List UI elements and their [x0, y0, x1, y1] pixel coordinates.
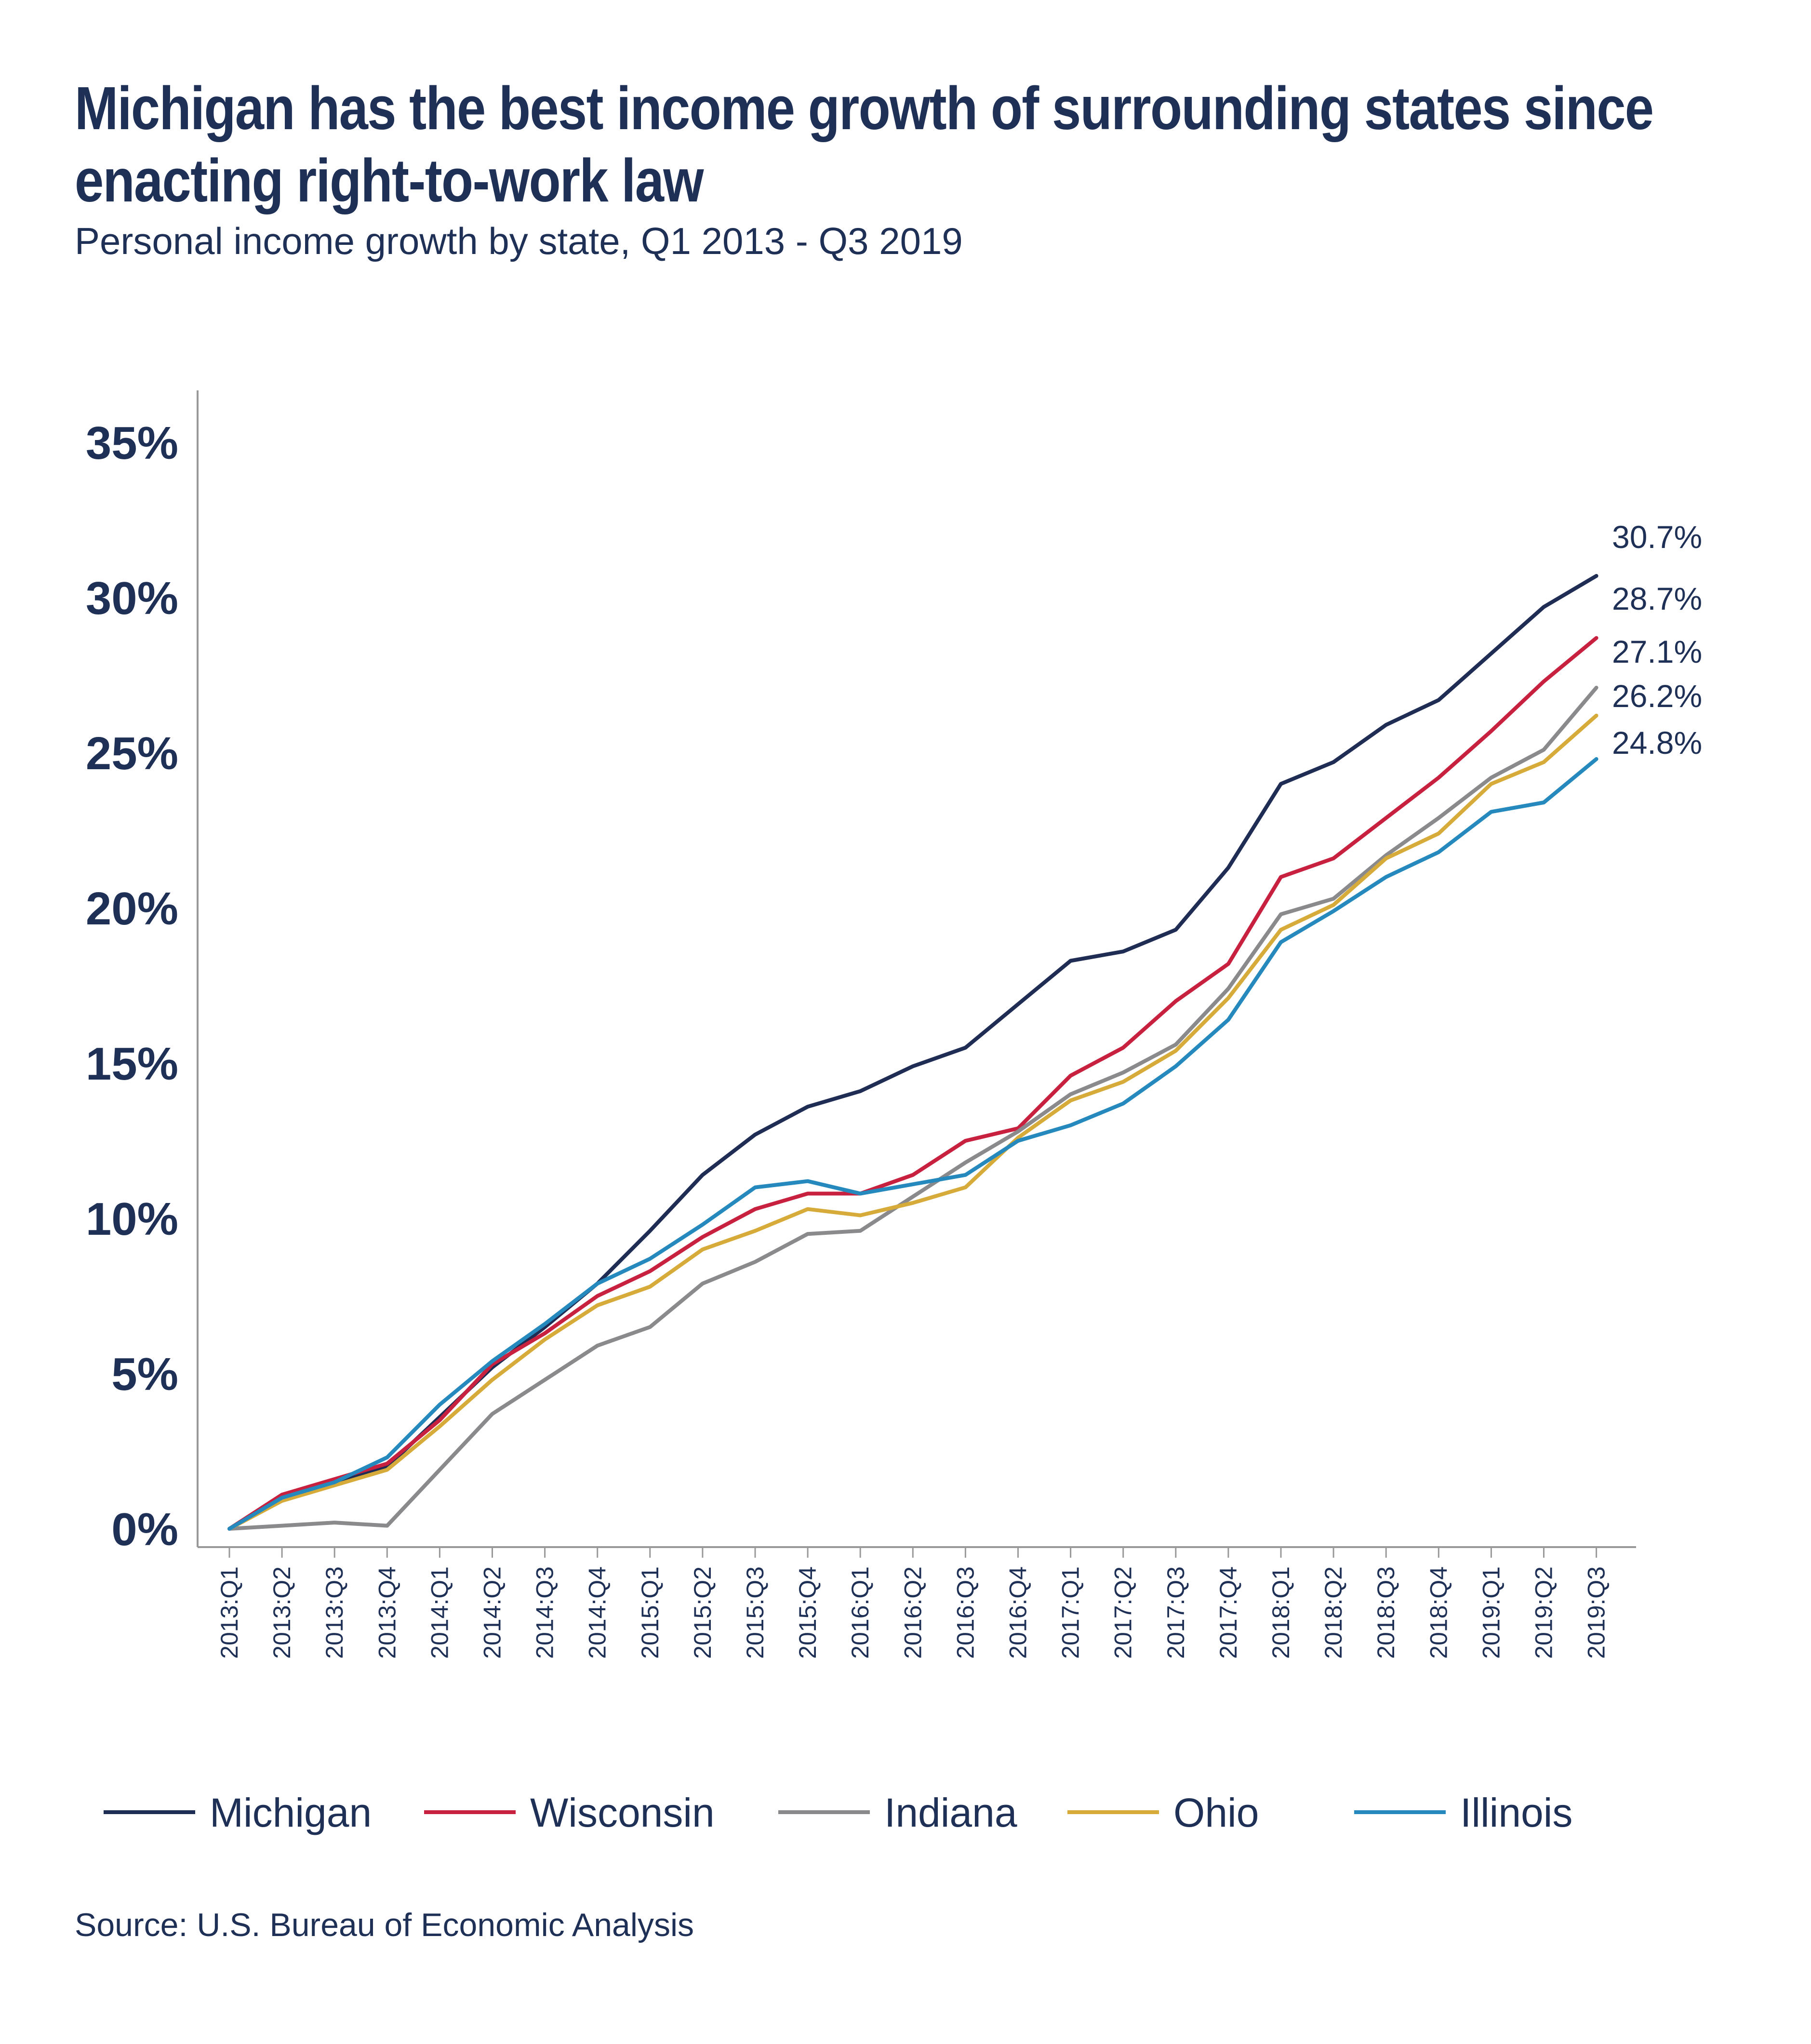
x-tick-label: 2018:Q4: [1425, 1566, 1452, 1659]
y-tick-label: 35%: [86, 417, 178, 469]
x-tick-label: 2017:Q2: [1110, 1566, 1137, 1659]
y-tick-label: 30%: [86, 573, 178, 624]
x-tick-label: 2014:Q4: [584, 1566, 611, 1659]
end-value-label-wisconsin: 28.7%: [1612, 581, 1702, 616]
series-line-illinois: [227, 757, 1598, 1531]
x-tick-label: 2018:Q2: [1320, 1566, 1347, 1659]
x-tick-label: 2014:Q2: [479, 1566, 506, 1659]
y-axis-ticks: 0% 5% 10% 15% 20% 25% 30% 35%: [86, 417, 178, 1555]
series-line-ohio: [227, 713, 1598, 1531]
series-line-wisconsin: [227, 636, 1598, 1531]
x-tick-label: 2017:Q1: [1057, 1566, 1084, 1659]
chart-series: [227, 574, 1598, 1531]
legend-label-illinois: Illinois: [1460, 1790, 1572, 1835]
end-value-label-indiana: 27.1%: [1612, 634, 1702, 669]
series-line-indiana: [227, 685, 1598, 1531]
x-tick-label: 2016:Q3: [952, 1566, 979, 1659]
y-tick-label: 0%: [111, 1504, 178, 1555]
x-tick-label: 2013:Q4: [373, 1566, 400, 1659]
x-tick-label: 2019:Q2: [1531, 1566, 1558, 1659]
end-value-label-ohio: 26.2%: [1612, 678, 1702, 714]
y-tick-label: 15%: [86, 1038, 178, 1090]
x-tick-label: 2015:Q3: [742, 1566, 769, 1659]
end-value-label-michigan: 30.7%: [1612, 519, 1702, 555]
source-note: Source: U.S. Bureau of Economic Analysis: [75, 1907, 694, 1943]
legend-label-indiana: Indiana: [884, 1790, 1017, 1835]
y-tick-label: 10%: [86, 1193, 178, 1245]
x-tick-label: 2019:Q3: [1583, 1566, 1610, 1659]
x-tick-label: 2018:Q1: [1267, 1566, 1294, 1659]
x-tick-label: 2014:Q1: [426, 1566, 453, 1659]
x-tick-label: 2013:Q2: [268, 1566, 295, 1659]
x-tick-label: 2017:Q4: [1215, 1566, 1242, 1659]
y-tick-label: 5%: [111, 1349, 178, 1400]
end-value-label-illinois: 24.8%: [1612, 725, 1702, 761]
legend-label-ohio: Ohio: [1173, 1790, 1259, 1835]
x-tick-label: 2017:Q3: [1162, 1566, 1189, 1659]
x-tick-label: 2015:Q2: [689, 1566, 716, 1659]
x-tick-label: 2016:Q4: [1005, 1566, 1032, 1659]
x-tick-label: 2015:Q4: [794, 1566, 821, 1659]
series-end-labels: 30.7% 28.7% 27.1% 26.2% 24.8%: [1612, 519, 1702, 761]
chart-subtitle: Personal income growth by state, Q1 2013…: [75, 220, 963, 262]
y-tick-label: 20%: [86, 883, 178, 935]
y-tick-label: 25%: [86, 728, 178, 779]
x-tick-label: 2015:Q1: [637, 1566, 664, 1659]
x-tick-label: 2014:Q3: [532, 1566, 559, 1659]
x-axis-ticks: 2013:Q1 2013:Q2 2013:Q3 2013:Q4 2014:Q1 2014:…: [216, 1547, 1610, 1659]
legend-label-michigan: Michigan: [210, 1790, 372, 1835]
x-tick-label: 2019:Q1: [1478, 1566, 1505, 1659]
x-tick-label: 2016:Q2: [899, 1566, 926, 1659]
chart-legend: Michigan Wisconsin Indiana Ohio Illinois: [104, 1790, 1572, 1835]
chart-title: Michigan has the best income growth of s…: [75, 74, 1654, 214]
series-line-michigan: [227, 574, 1598, 1531]
x-tick-label: 2013:Q1: [216, 1566, 243, 1659]
x-tick-label: 2013:Q3: [321, 1566, 348, 1659]
legend-label-wisconsin: Wisconsin: [530, 1790, 715, 1835]
chart-axes: [197, 390, 1636, 1548]
x-tick-label: 2016:Q1: [847, 1566, 874, 1659]
x-tick-label: 2018:Q3: [1372, 1566, 1399, 1659]
